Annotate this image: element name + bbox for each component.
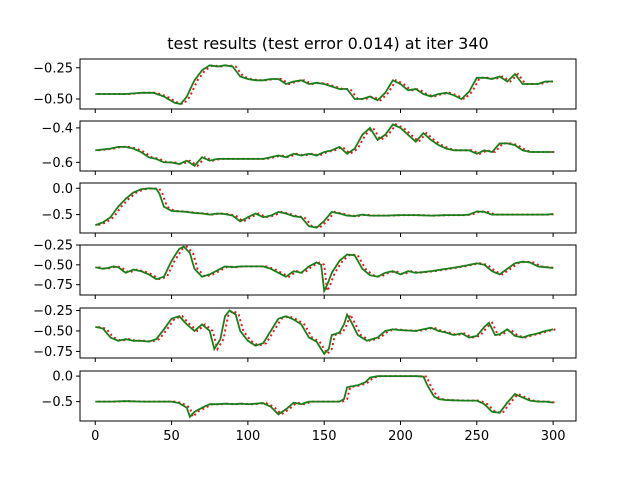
x-tick-label: 50 <box>163 429 180 444</box>
y-tick-label: −0.75 <box>33 278 73 293</box>
series-prediction-line <box>95 123 554 167</box>
panel-2: −0.4 −0.6 <box>41 120 577 175</box>
axes-frame <box>79 58 577 110</box>
series-target-line <box>98 64 557 106</box>
series-prediction-line <box>95 245 554 295</box>
axes-frame <box>79 370 577 422</box>
axes-frame <box>79 307 577 359</box>
y-tick-label: −0.25 <box>33 61 73 76</box>
y-tick-label: −0.5 <box>41 395 73 410</box>
x-tick-label: 300 <box>541 429 566 444</box>
x-tick-label: 250 <box>464 429 489 444</box>
panel-1: −0.25 −0.50 <box>33 58 577 113</box>
y-tick-label: −0.6 <box>41 156 73 171</box>
y-tick-label: −0.5 <box>41 208 73 223</box>
x-tick-label: 200 <box>388 429 413 444</box>
series-target-line <box>98 123 557 168</box>
series-prediction-line <box>95 187 554 229</box>
y-tick-label: 0.0 <box>52 370 73 385</box>
panel-4: −0.25 −0.50 −0.75 <box>33 239 577 299</box>
series-prediction-line <box>95 64 554 105</box>
axes-frame <box>79 182 577 234</box>
panel-5: −0.25 −0.50 −0.75 <box>33 304 577 362</box>
x-tick-label: 100 <box>235 429 260 444</box>
y-tick-label: −0.50 <box>33 93 73 108</box>
x-tick-label: 0 <box>91 429 99 444</box>
y-tick-label: 0.0 <box>52 182 73 197</box>
axes-frame <box>79 120 577 172</box>
y-tick-label: −0.4 <box>41 121 73 136</box>
y-tick-label: −0.75 <box>33 345 73 360</box>
x-tick-label: 150 <box>312 429 337 444</box>
panel-3: 0.0 −0.5 <box>41 182 577 237</box>
axes-frame <box>79 244 577 296</box>
series-target-line <box>98 375 557 419</box>
series-target-line <box>98 309 557 356</box>
y-tick-label: −0.25 <box>33 304 73 319</box>
series-prediction-line <box>95 375 554 419</box>
panels: −0.25−0.50−0.4−0.60.0−0.5−0.25−0.50−0.75… <box>33 58 577 444</box>
panel-6: 0.0 −0.5 0 50 100 150 200 250 300 <box>41 370 577 444</box>
chart-title: test results (test error 0.014) at iter … <box>167 34 488 53</box>
y-tick-label: −0.50 <box>33 258 73 273</box>
series-prediction-line <box>95 309 554 356</box>
y-tick-label: −0.25 <box>33 239 73 254</box>
y-tick-label: −0.50 <box>33 324 73 339</box>
